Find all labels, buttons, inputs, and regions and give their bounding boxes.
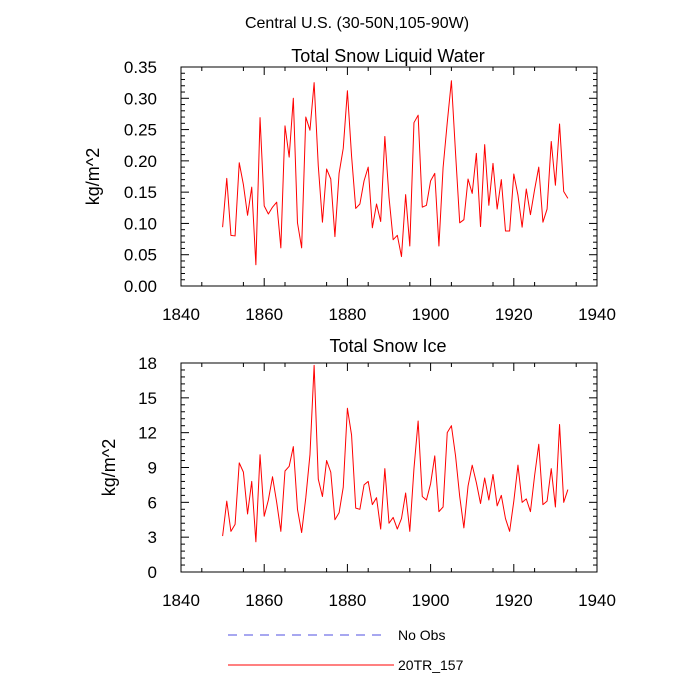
y-tick-label: 9 bbox=[148, 459, 157, 478]
x-tick-label: 1880 bbox=[328, 591, 366, 610]
y-tick-label: 0.15 bbox=[124, 183, 157, 202]
y-tick-label: 0.10 bbox=[124, 214, 157, 233]
series-line-20tr-157 bbox=[222, 364, 569, 543]
x-tick-label: 1940 bbox=[578, 591, 616, 610]
panel-title: Total Snow Liquid Water bbox=[291, 46, 484, 66]
x-tick-label: 1900 bbox=[412, 305, 450, 324]
x-tick-label: 1900 bbox=[412, 591, 450, 610]
x-tick-label: 1880 bbox=[328, 305, 366, 324]
y-tick-label: 15 bbox=[138, 389, 157, 408]
y-axis-label: kg/m^2 bbox=[83, 148, 103, 205]
legend-label-no-obs: No Obs bbox=[398, 627, 445, 643]
y-tick-label: 0.00 bbox=[124, 277, 157, 296]
x-tick-label: 1840 bbox=[162, 591, 200, 610]
y-axis-label: kg/m^2 bbox=[99, 439, 119, 496]
x-tick-label: 1920 bbox=[495, 305, 533, 324]
y-tick-label: 6 bbox=[148, 493, 157, 512]
plot-frame bbox=[180, 362, 598, 573]
y-tick-label: 0.20 bbox=[124, 152, 157, 171]
figure-suptitle: Central U.S. (30-50N,105-90W) bbox=[245, 15, 469, 32]
y-tick-label: 0 bbox=[148, 563, 157, 582]
panel-title: Total Snow Ice bbox=[329, 336, 446, 356]
series-line-20tr-157 bbox=[222, 80, 569, 266]
y-tick-label: 0.30 bbox=[124, 89, 157, 108]
y-tick-label: 3 bbox=[148, 528, 157, 547]
y-tick-label: 0.05 bbox=[124, 246, 157, 265]
x-tick-label: 1860 bbox=[245, 305, 283, 324]
y-tick-label: 0.25 bbox=[124, 121, 157, 140]
panel-snow-liquid-water: Total Snow Liquid Water kg/m^2 1840 1860 188… bbox=[83, 46, 616, 324]
y-tick-label: 18 bbox=[138, 354, 157, 373]
plot-frame bbox=[180, 66, 598, 287]
legend-label-20tr-157: 20TR_157 bbox=[398, 657, 464, 673]
x-tick-label: 1940 bbox=[578, 305, 616, 324]
y-tick-label: 0.35 bbox=[124, 58, 157, 77]
x-tick-label: 1840 bbox=[162, 305, 200, 324]
x-tick-label: 1920 bbox=[495, 591, 533, 610]
x-tick-label: 1860 bbox=[245, 591, 283, 610]
legend: No Obs 20TR_157 bbox=[228, 627, 464, 673]
y-tick-label: 12 bbox=[138, 424, 157, 443]
